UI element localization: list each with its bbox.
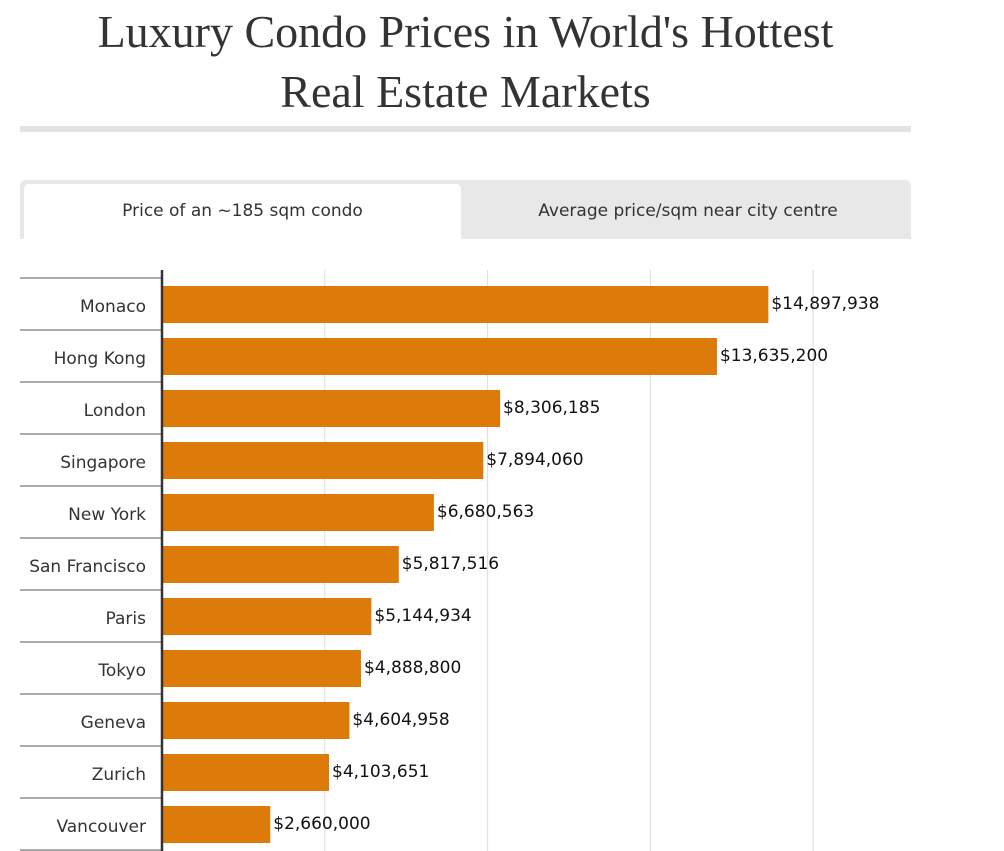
bar-san-francisco bbox=[162, 546, 399, 583]
bar-singapore bbox=[162, 442, 484, 479]
value-label: $4,103,651 bbox=[332, 762, 429, 782]
category-label: Paris bbox=[106, 609, 147, 629]
category-label: Singapore bbox=[60, 453, 146, 473]
value-label: $7,894,060 bbox=[486, 450, 583, 470]
bar-hong-kong bbox=[162, 338, 717, 375]
bar-paris bbox=[162, 598, 372, 635]
value-label: $5,817,516 bbox=[402, 554, 499, 574]
value-label: $14,897,938 bbox=[771, 294, 879, 314]
bar-zurich bbox=[162, 754, 330, 791]
value-label: $4,888,800 bbox=[364, 658, 461, 678]
value-label: $4,604,958 bbox=[352, 710, 449, 730]
bar-geneva bbox=[162, 702, 350, 739]
category-label: Monaco bbox=[80, 297, 146, 317]
category-label: Tokyo bbox=[97, 661, 146, 681]
category-label: London bbox=[84, 401, 146, 421]
bar-tokyo bbox=[162, 650, 361, 687]
value-label: $13,635,200 bbox=[720, 346, 828, 366]
chart-title-line2: Real Estate Markets bbox=[280, 66, 651, 117]
bar-new-york bbox=[162, 494, 434, 531]
category-label: New York bbox=[68, 505, 146, 525]
tab-condo-price[interactable]: Price of an ~185 sqm condo bbox=[24, 184, 461, 239]
value-label: $6,680,563 bbox=[437, 502, 534, 522]
category-label: Hong Kong bbox=[54, 349, 146, 369]
category-label: Zurich bbox=[92, 765, 146, 785]
bar-vancouver bbox=[162, 806, 271, 843]
bar-chart: Monaco $14,897,938 Hong Kong $13,635,200 Lon… bbox=[20, 270, 880, 851]
chart-title-line1: Luxury Condo Prices in World's Hottest bbox=[97, 6, 834, 57]
chart-title: Luxury Condo Prices in World's Hottest R… bbox=[20, 2, 911, 122]
tab-bar: Price of an ~185 sqm condo Average price… bbox=[20, 180, 911, 239]
bar-monaco bbox=[162, 286, 769, 323]
value-label: $8,306,185 bbox=[503, 398, 600, 418]
category-label: Vancouver bbox=[56, 817, 146, 837]
category-label: San Francisco bbox=[29, 557, 146, 577]
category-label: Geneva bbox=[81, 713, 146, 733]
value-label: $5,144,934 bbox=[374, 606, 471, 626]
title-divider bbox=[20, 126, 911, 132]
value-label: $2,660,000 bbox=[273, 814, 370, 834]
bar-london bbox=[162, 390, 501, 427]
tab-price-per-sqm[interactable]: Average price/sqm near city centre bbox=[538, 201, 838, 221]
